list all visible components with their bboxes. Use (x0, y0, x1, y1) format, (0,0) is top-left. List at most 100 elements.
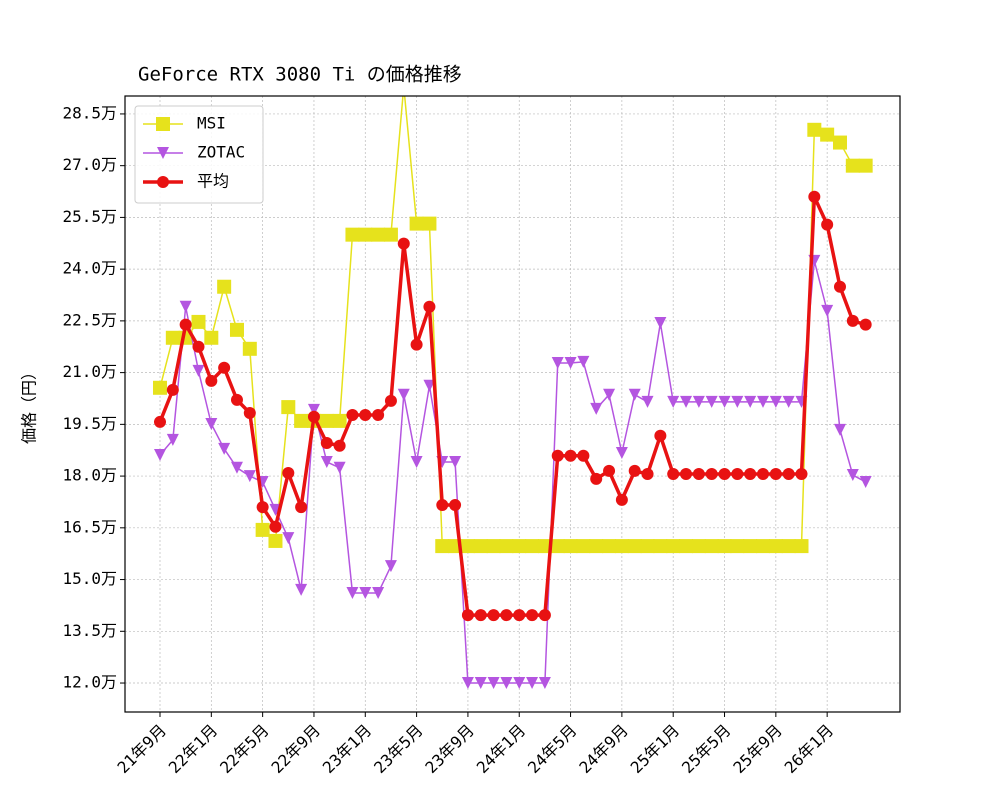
data-point (307, 403, 320, 416)
data-point (667, 395, 680, 408)
data-point (858, 158, 873, 173)
data-point (590, 402, 603, 415)
data-point (474, 677, 487, 690)
data-point (603, 464, 616, 477)
data-point (641, 468, 654, 481)
x-tick-label: 23年1月 (319, 721, 376, 778)
data-point (730, 539, 745, 554)
data-point (769, 395, 782, 408)
data-point (319, 413, 334, 428)
x-tick-label: 25年9月 (729, 721, 786, 778)
data-point (205, 374, 218, 387)
data-point (846, 314, 859, 327)
data-point (500, 609, 513, 622)
data-point (551, 356, 564, 369)
data-point (461, 609, 474, 622)
data-point (332, 413, 347, 428)
data-point (744, 468, 757, 481)
x-tick-label: 22年5月 (216, 721, 273, 778)
data-point (358, 227, 373, 242)
data-point (449, 499, 462, 512)
y-tick-label: 16.5万 (62, 517, 117, 536)
data-point (744, 395, 757, 408)
legend-marker (156, 117, 170, 131)
y-tick-label: 13.5万 (62, 621, 117, 640)
x-tick-label: 22年9月 (267, 721, 324, 778)
data-point (627, 539, 642, 554)
data-point (653, 539, 668, 554)
y-tick-label: 18.0万 (62, 466, 117, 485)
y-tick-label: 22.5万 (62, 310, 117, 329)
data-point (577, 355, 590, 368)
data-point (769, 468, 782, 481)
data-point (692, 468, 705, 481)
legend-marker (157, 176, 169, 188)
data-point (602, 539, 617, 554)
data-point (654, 429, 667, 442)
data-point (731, 468, 744, 481)
data-point (641, 395, 654, 408)
data-point (743, 539, 758, 554)
data-point (218, 442, 231, 455)
data-point (192, 340, 205, 353)
data-point (589, 539, 604, 554)
data-point (423, 300, 436, 313)
data-point (731, 395, 744, 408)
data-point (615, 493, 628, 506)
data-point (217, 279, 232, 294)
y-tick-label: 21.0万 (62, 362, 117, 381)
data-point (384, 560, 397, 573)
data-point (410, 338, 423, 351)
data-point (294, 413, 309, 428)
x-tick-label: 24年9月 (575, 721, 632, 778)
data-point (499, 539, 514, 554)
data-point (307, 410, 320, 423)
data-point (859, 475, 872, 488)
x-tick-label: 21年9月 (114, 721, 171, 778)
data-point (577, 449, 590, 462)
data-point (372, 409, 385, 422)
data-point (692, 395, 705, 408)
data-point (576, 539, 591, 554)
data-point (757, 395, 770, 408)
data-point (513, 677, 526, 690)
data-point (526, 609, 539, 622)
data-point (410, 455, 423, 468)
data-point (243, 406, 256, 419)
data-point (718, 395, 731, 408)
data-point (423, 379, 436, 392)
legend-label: MSI (197, 114, 226, 133)
data-point (281, 400, 296, 415)
data-point (757, 468, 770, 481)
data-point (473, 539, 488, 554)
x-tick-label: 23年5月 (370, 721, 427, 778)
data-point (821, 304, 834, 317)
data-point (680, 468, 693, 481)
y-tick-label: 27.0万 (62, 155, 117, 174)
data-point (333, 439, 346, 452)
plot-frame (124, 95, 901, 713)
data-point (718, 468, 731, 481)
data-point (397, 388, 410, 401)
data-point (603, 388, 616, 401)
chart-title: GeForce RTX 3080 Ti の価格推移 (138, 64, 462, 86)
data-point (821, 218, 834, 231)
data-point (346, 409, 359, 422)
data-point (242, 341, 257, 356)
data-point (230, 393, 243, 406)
data-point (179, 300, 192, 313)
data-point (153, 380, 167, 395)
legend-label: 平均 (197, 172, 229, 191)
x-tick-label: 22年1月 (165, 721, 222, 778)
x-tick-label: 25年5月 (678, 721, 735, 778)
data-point (500, 677, 513, 690)
y-tick-label: 25.5万 (62, 207, 117, 226)
data-point (654, 316, 667, 329)
x-tick-label: 25年1月 (627, 721, 684, 778)
x-tick-label: 26年1月 (781, 721, 838, 778)
data-point (512, 539, 527, 554)
data-point (768, 539, 783, 554)
y-tick-label: 19.5万 (62, 414, 117, 433)
data-point (704, 539, 719, 554)
